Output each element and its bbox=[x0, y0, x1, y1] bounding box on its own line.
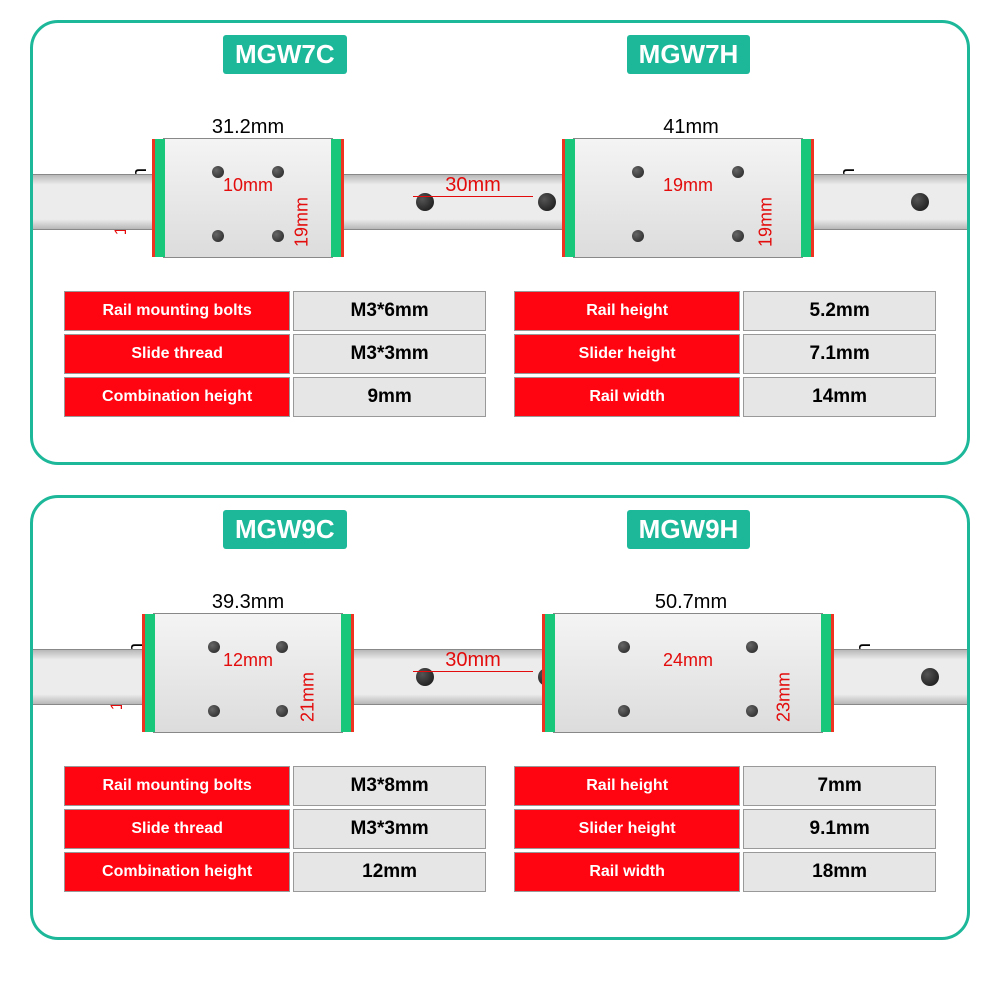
panel-mgw9: MGW9C MGW9H 39.3mm 50.7mm 30mm 18mm 30mm… bbox=[30, 495, 970, 940]
dim-left-hole-y: 19mm bbox=[291, 197, 312, 247]
spec-label: Slider height bbox=[514, 334, 740, 374]
dim-left-width: 39.3mm bbox=[212, 591, 284, 614]
spec-label: Rail height bbox=[514, 766, 740, 806]
dim-right-hole-y: 23mm bbox=[774, 672, 795, 722]
spec-label: Rail width bbox=[514, 852, 740, 892]
spec-value: 12mm bbox=[293, 852, 486, 892]
model-badge-right: MGW7H bbox=[627, 35, 751, 74]
slider-block-right: 19mm 19mm bbox=[573, 138, 803, 258]
spec-value: M3*6mm bbox=[293, 291, 486, 331]
spec-label: Rail mounting bolts bbox=[64, 291, 290, 331]
spec-table-right: Rail height7mm Slider height9.1mm Rail w… bbox=[511, 763, 939, 895]
dim-right-width: 50.7mm bbox=[655, 591, 727, 614]
spec-value: 18mm bbox=[743, 852, 936, 892]
spec-label: Slider height bbox=[514, 809, 740, 849]
dim-left-hole-x: 12mm bbox=[223, 650, 273, 671]
dim-left-width: 31.2mm bbox=[212, 116, 284, 139]
model-titles: MGW9C MGW9H bbox=[53, 510, 947, 549]
dim-left-hole-x: 10mm bbox=[223, 175, 273, 196]
dim-right-width: 41mm bbox=[663, 116, 719, 139]
spec-value: 7.1mm bbox=[743, 334, 936, 374]
spec-value: M3*3mm bbox=[293, 334, 486, 374]
spec-table-left: Rail mounting boltsM3*6mm Slide threadM3… bbox=[61, 288, 489, 420]
spec-value: M3*8mm bbox=[293, 766, 486, 806]
spec-label: Combination height bbox=[64, 852, 290, 892]
spec-value: 7mm bbox=[743, 766, 936, 806]
spec-tables: Rail mounting boltsM3*6mm Slide threadM3… bbox=[53, 288, 947, 420]
dim-right-hole-x: 19mm bbox=[663, 175, 713, 196]
spec-label: Rail mounting bolts bbox=[64, 766, 290, 806]
spec-label: Combination height bbox=[64, 377, 290, 417]
slider-block-right: 24mm 23mm bbox=[553, 613, 823, 733]
spec-label: Rail width bbox=[514, 377, 740, 417]
spec-table-left: Rail mounting boltsM3*8mm Slide threadM3… bbox=[61, 763, 489, 895]
dim-right-hole-y: 19mm bbox=[755, 197, 776, 247]
dim-rail-pitch: 30mm bbox=[445, 649, 501, 672]
spec-label: Slide thread bbox=[64, 334, 290, 374]
slider-block-left: 12mm 21mm bbox=[153, 613, 343, 733]
panel-mgw7: MGW7C MGW7H 31.2mm 41mm 25mm 14mm 25mm 1… bbox=[30, 20, 970, 465]
model-titles: MGW7C MGW7H bbox=[53, 35, 947, 74]
dim-right-hole-x: 24mm bbox=[663, 650, 713, 671]
spec-label: Rail height bbox=[514, 291, 740, 331]
spec-value: 14mm bbox=[743, 377, 936, 417]
spec-value: 9mm bbox=[293, 377, 486, 417]
spec-label: Slide thread bbox=[64, 809, 290, 849]
model-badge-right: MGW9H bbox=[627, 510, 751, 549]
dim-left-hole-y: 21mm bbox=[298, 672, 319, 722]
model-badge-left: MGW7C bbox=[223, 35, 347, 74]
spec-tables: Rail mounting boltsM3*8mm Slide threadM3… bbox=[53, 763, 947, 895]
model-badge-left: MGW9C bbox=[223, 510, 347, 549]
diagram: 31.2mm 41mm 25mm 14mm 25mm 10mm 19mm 19m… bbox=[53, 78, 947, 278]
spec-table-right: Rail height5.2mm Slider height7.1mm Rail… bbox=[511, 288, 939, 420]
slider-block-left: 10mm 19mm bbox=[163, 138, 333, 258]
spec-value: 5.2mm bbox=[743, 291, 936, 331]
dim-rail-pitch: 30mm bbox=[445, 174, 501, 197]
spec-value: M3*3mm bbox=[293, 809, 486, 849]
diagram: 39.3mm 50.7mm 30mm 18mm 30mm 12mm 21mm 2… bbox=[53, 553, 947, 753]
spec-value: 9.1mm bbox=[743, 809, 936, 849]
